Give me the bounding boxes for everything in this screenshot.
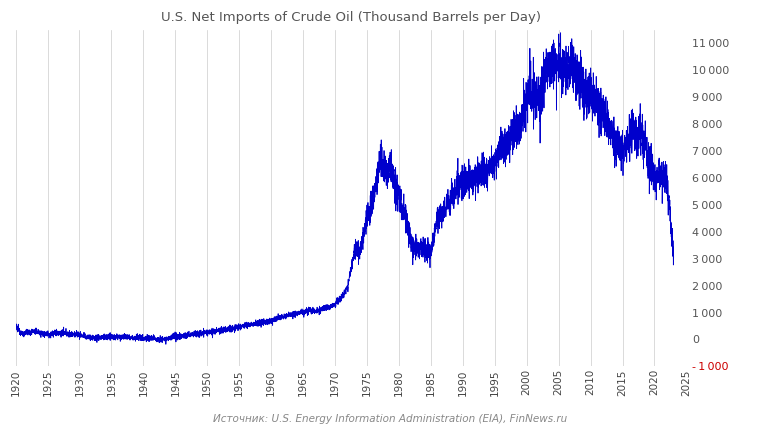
Title: U.S. Net Imports of Crude Oil (Thousand Barrels per Day): U.S. Net Imports of Crude Oil (Thousand …: [161, 12, 541, 24]
Text: Источник: U.S. Energy Information Administration (EIA), FinNews.ru: Источник: U.S. Energy Information Admini…: [213, 414, 567, 424]
